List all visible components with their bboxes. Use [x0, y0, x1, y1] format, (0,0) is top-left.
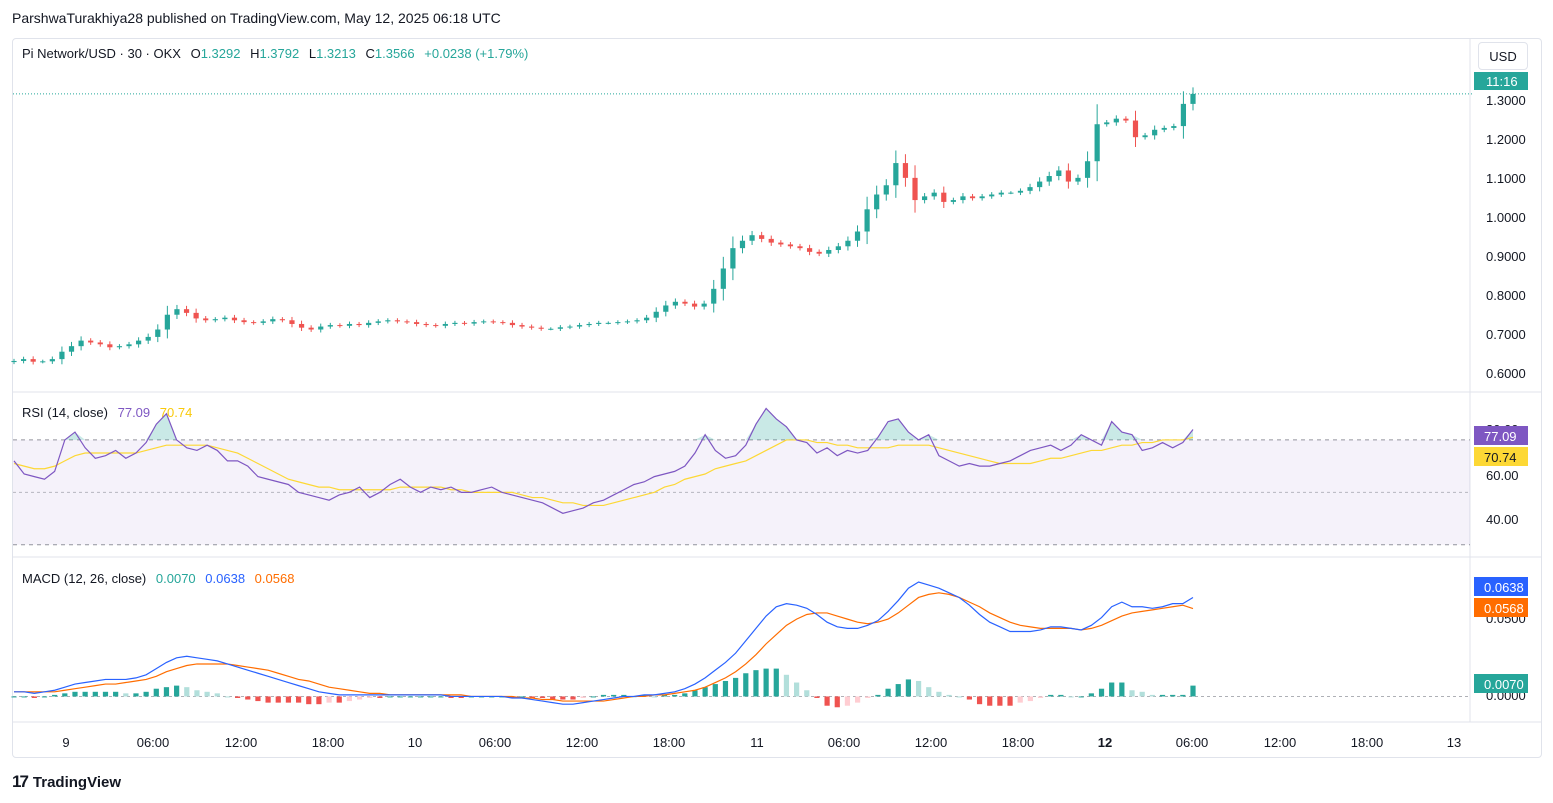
- macd-signal-value: 0.0568: [254, 571, 295, 586]
- macd-hist-value: 0.0070: [155, 571, 196, 586]
- chart-frame[interactable]: [12, 38, 1542, 758]
- rsi-label[interactable]: RSI (14, close): [22, 405, 108, 420]
- rsi-ma-value: 70.74: [159, 405, 193, 420]
- macd-legend: MACD (12, 26, close) 0.0070 0.0638 0.056…: [22, 571, 300, 586]
- footer-brand[interactable]: 17 TradingView: [12, 772, 121, 792]
- publisher-header: ParshwaTurakhiya28 published on TradingV…: [12, 10, 501, 26]
- change-value: +0.0238 (+1.79%): [424, 46, 529, 61]
- price-legend: Pi Network/USD · 30 · OKX O1.3292 H1.379…: [22, 46, 534, 61]
- high-value: 1.3792: [259, 46, 300, 61]
- tradingview-logo-icon: 17: [12, 772, 29, 791]
- rsi-value: 77.09: [117, 405, 151, 420]
- rsi-legend: RSI (14, close) 77.09 70.74: [22, 405, 198, 420]
- open-label: O: [190, 46, 201, 61]
- macd-label[interactable]: MACD (12, 26, close): [22, 571, 147, 586]
- close-label: C: [365, 46, 375, 61]
- brand-label: TradingView: [32, 773, 122, 791]
- low-label: L: [308, 46, 317, 61]
- low-value: 1.3213: [316, 46, 356, 61]
- macd-line-value: 0.0638: [205, 571, 246, 586]
- currency-button[interactable]: USD: [1478, 42, 1528, 70]
- symbol-label[interactable]: Pi Network/USD · 30 · OKX: [22, 46, 181, 61]
- open-value: 1.3292: [200, 46, 241, 61]
- high-label: H: [250, 46, 260, 61]
- close-value: 1.3566: [374, 46, 415, 61]
